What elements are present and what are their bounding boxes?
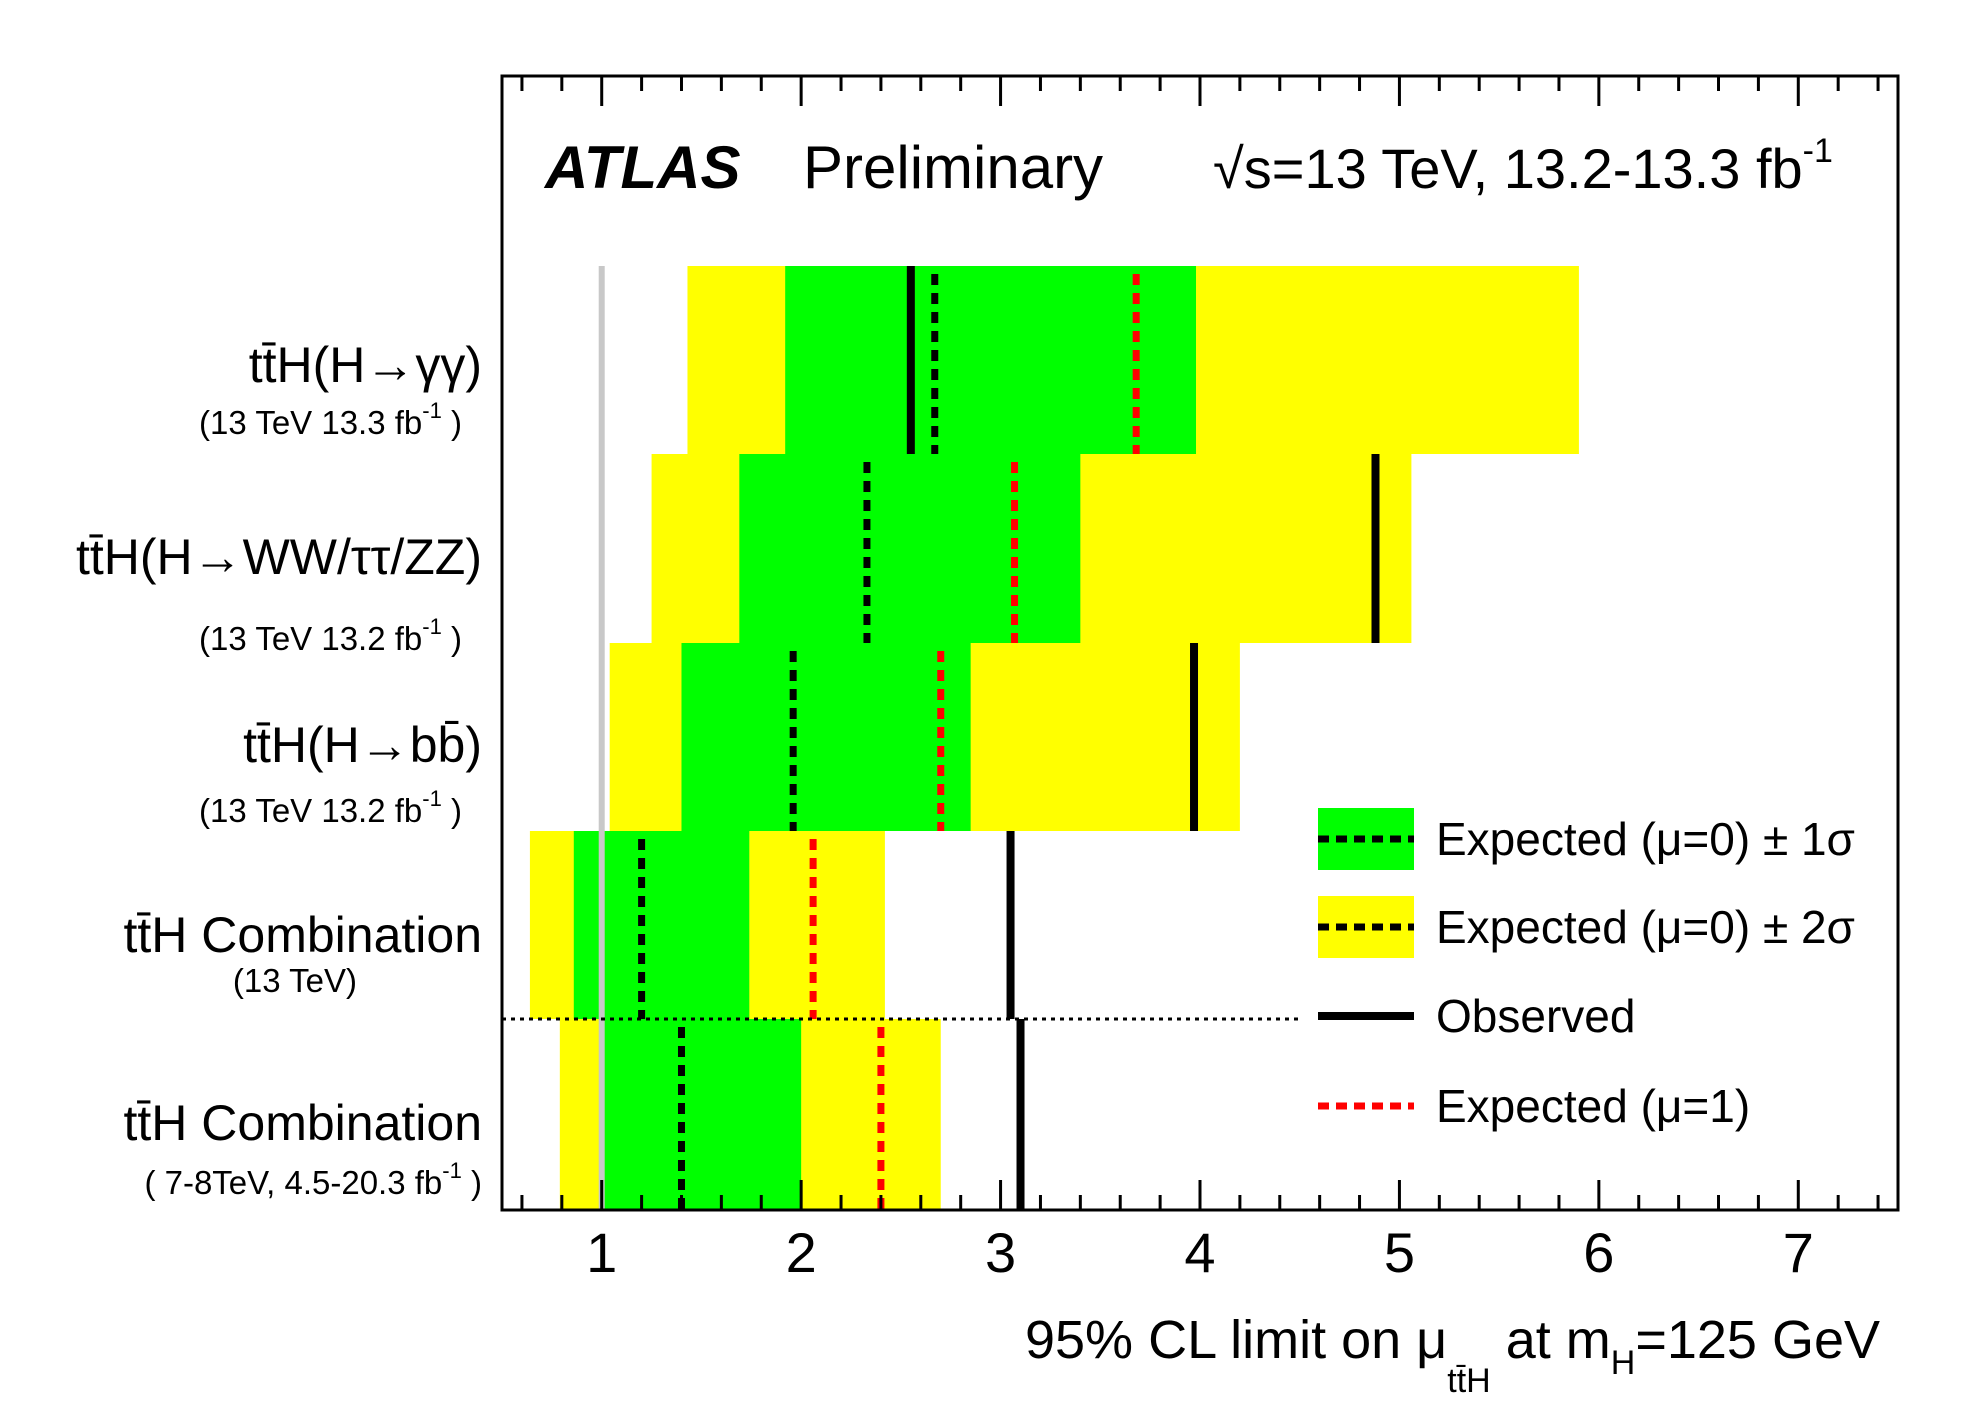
legend-two-sigma-label: Expected (μ=0) ± 2σ	[1436, 901, 1855, 953]
x-tick-label: 1	[586, 1221, 617, 1284]
x-tick-label: 3	[985, 1221, 1016, 1284]
x-tick-label: 4	[1184, 1221, 1215, 1284]
markers-layer	[638, 266, 1380, 1210]
category-sublabel: (13 TeV)	[233, 962, 357, 999]
atlas-label: ATLAS	[543, 134, 741, 201]
legend-expected-mu1-label: Expected (μ=1)	[1436, 1080, 1750, 1132]
ticks-layer: 1 2 3 4 5 6 7	[520, 76, 1880, 1284]
x-tick-label: 2	[786, 1221, 817, 1284]
category-label: tt̄H(H→γγ)	[249, 337, 482, 393]
category-sublabel: (13 TeV 13.2 fb-1 )	[199, 614, 462, 657]
category-sublabel: ( 7-8TeV, 4.5-20.3 fb-1 )	[144, 1158, 482, 1201]
sigma1-band	[681, 643, 971, 831]
x-tick-label: 6	[1583, 1221, 1614, 1284]
sigma1-band	[785, 266, 1197, 454]
bands-layer	[529, 266, 1579, 1210]
category-sublabel: (13 TeV 13.3 fb-1 )	[199, 398, 462, 441]
x-axis-title: 95% CL limit on μtt̄H at mH=125 GeV	[1025, 1310, 1880, 1400]
x-tick-label: 5	[1384, 1221, 1415, 1284]
legend: Expected (μ=0) ± 1σ Expected (μ=0) ± 2σ …	[1318, 808, 1855, 1132]
sigma1-band	[601, 1019, 802, 1210]
category-label: tt̄H(H→WW/ττ/ZZ)	[76, 529, 482, 585]
category-sublabel: (13 TeV 13.2 fb-1 )	[199, 786, 462, 829]
category-label: tt̄H Combination	[124, 1095, 483, 1151]
x-tick-label: 7	[1783, 1221, 1814, 1284]
energy-text: √s=13 TeV, 13.2-13.3 fb	[1213, 137, 1803, 200]
legend-observed-label: Observed	[1436, 990, 1635, 1042]
energy-label: √s=13 TeV, 13.2-13.3 fb-1	[1213, 132, 1833, 200]
category-label: tt̄H Combination	[124, 907, 483, 963]
category-label: tt̄H(H→bb̄)	[243, 717, 482, 773]
category-labels: tt̄H(H→γγ) (13 TeV 13.3 fb-1 ) tt̄H(H→WW…	[76, 337, 482, 1201]
legend-one-sigma-label: Expected (μ=0) ± 1σ	[1436, 813, 1855, 865]
sigma1-band	[739, 454, 1081, 643]
energy-superscript: -1	[1803, 132, 1833, 170]
preliminary-label: Preliminary	[803, 134, 1103, 201]
